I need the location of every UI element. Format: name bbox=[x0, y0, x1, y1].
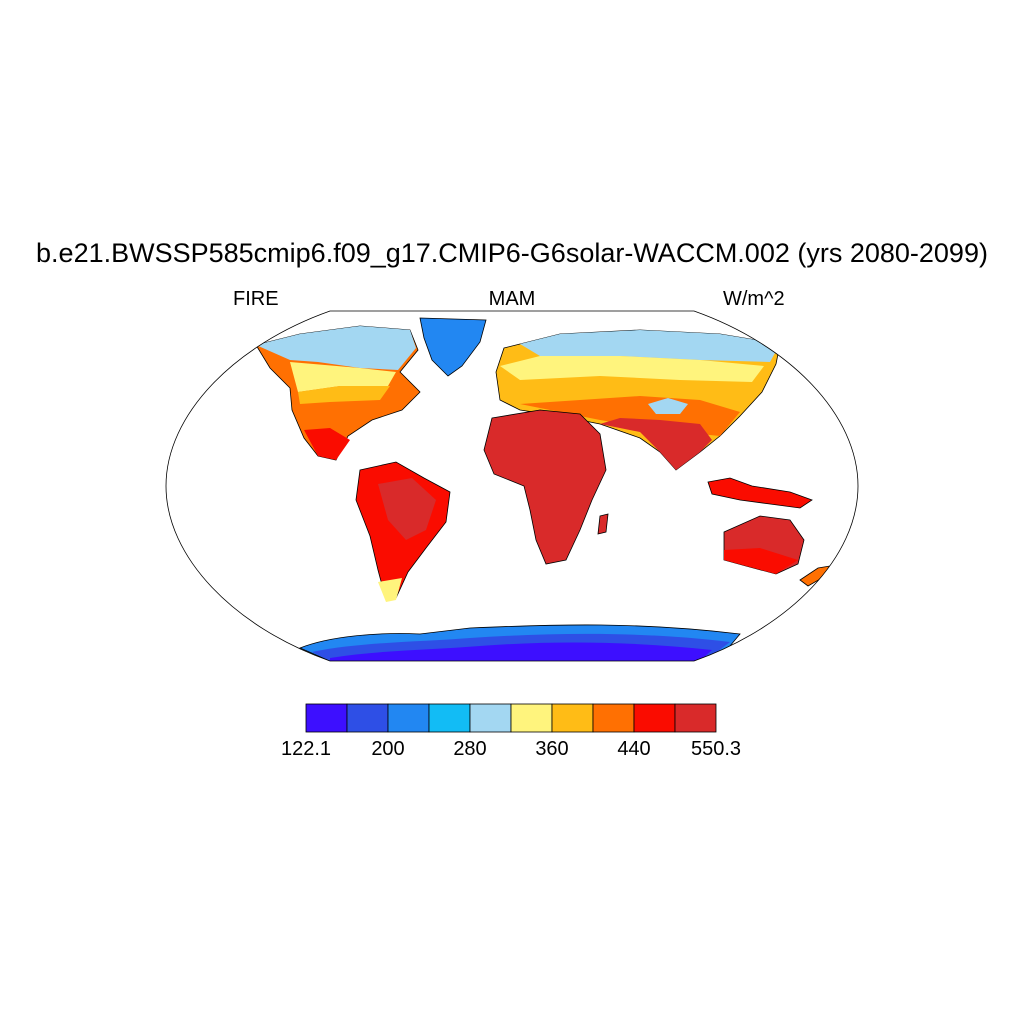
colorbar-box bbox=[469, 703, 512, 733]
north-america-warm bbox=[298, 386, 390, 404]
antarctica-core bbox=[330, 642, 712, 661]
eurasia-mid bbox=[500, 356, 764, 382]
colorbar-box bbox=[592, 703, 635, 733]
madagascar bbox=[597, 513, 609, 535]
colorbar-tick-label: 280 bbox=[453, 738, 487, 760]
africa bbox=[483, 409, 607, 565]
new-zealand bbox=[799, 565, 831, 587]
colorbar-tick-label: 550.3 bbox=[690, 738, 742, 760]
australia-south bbox=[724, 548, 798, 574]
colorbar-tick-label: 440 bbox=[617, 738, 651, 760]
greenland bbox=[419, 317, 487, 377]
colorbar-box bbox=[633, 703, 676, 733]
colorbar-box bbox=[551, 703, 594, 733]
mexico-hot bbox=[304, 428, 350, 460]
eurasia-north bbox=[520, 330, 780, 362]
plot-title: b.e21.BWSSP585cmip6.f09_g17.CMIP6-G6sola… bbox=[36, 238, 988, 268]
colorbar-box bbox=[387, 703, 430, 733]
colorbar-box bbox=[674, 703, 717, 733]
colorbar-box bbox=[510, 703, 553, 733]
north-america-cold bbox=[256, 326, 416, 370]
colorbar bbox=[305, 703, 717, 733]
tibet bbox=[648, 398, 688, 414]
south-america-south bbox=[378, 578, 402, 602]
colorbar-box bbox=[305, 703, 348, 733]
colorbar-tick-label: 200 bbox=[371, 738, 405, 760]
colorbar-box bbox=[346, 703, 389, 733]
sea-islands bbox=[707, 477, 813, 509]
colorbar-box bbox=[428, 703, 471, 733]
colorbar-tick-label: 360 bbox=[535, 738, 569, 760]
season-label: MAM bbox=[488, 288, 536, 310]
variable-label: FIRE bbox=[233, 288, 279, 310]
map-border bbox=[165, 310, 859, 662]
south-asia bbox=[600, 418, 712, 470]
north-america-mild bbox=[290, 362, 396, 392]
south-america-core bbox=[378, 478, 436, 540]
units-label: W/m^2 bbox=[723, 288, 785, 310]
map-field bbox=[255, 317, 831, 661]
colorbar-tick-label: 122.1 bbox=[280, 738, 332, 760]
